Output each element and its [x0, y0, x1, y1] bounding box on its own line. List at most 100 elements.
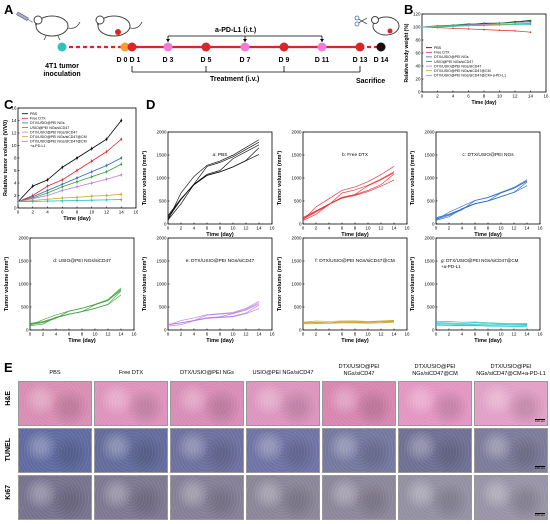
mouse-sacrifice-icon	[371, 16, 400, 36]
plot-frame	[302, 237, 408, 331]
x-axis-label: Time (day)	[341, 232, 369, 238]
data-point	[61, 185, 64, 188]
data-point	[120, 157, 123, 159]
x-tick-label: 8	[219, 226, 222, 231]
apdl1-arrow-head	[166, 39, 170, 42]
timeline-day-label: D 9	[279, 57, 290, 64]
x-tick-label: 8	[81, 332, 84, 337]
x-tick-label: 8	[487, 226, 490, 231]
legend-entry: DTX/USIO@PEI NGs	[434, 55, 469, 59]
x-axis-label: Time (day)	[472, 100, 497, 106]
x-tick-label: 10	[365, 226, 371, 231]
apdl1-arrow-head	[320, 39, 324, 42]
mouse-with-tumor-icon	[95, 15, 143, 37]
x-tick-label: 2	[315, 226, 318, 231]
data-point	[105, 164, 108, 167]
tumor-subplot: 0 2 4 6 8 10 12 14 16 0 500 1000 1500 2000 Time (day) T…	[409, 236, 543, 345]
timeline-day-marker	[127, 42, 137, 52]
histology-image-tile	[322, 475, 396, 520]
individual-mouse-line	[167, 304, 260, 325]
y-axis-label: Tumor volume (mm³)	[141, 257, 148, 311]
sacrifice-label: Sacrifice	[356, 78, 386, 85]
x-tick-label: 2	[315, 332, 318, 337]
x-tick-label: 12	[243, 332, 249, 337]
x-tick-label: 14	[524, 226, 530, 231]
y-tick-label: 16	[11, 106, 17, 111]
data-point	[61, 183, 64, 186]
timeline-day-label: D 5	[201, 57, 212, 64]
data-point	[90, 199, 93, 202]
data-point	[90, 175, 93, 178]
y-tick-label: 1000	[156, 176, 167, 181]
y-tick-label: 0	[26, 328, 29, 333]
x-tick-label: 16	[131, 332, 137, 337]
x-tick-label: 4	[193, 332, 196, 337]
histology-image-tile	[398, 475, 472, 520]
legend-entry: +a-PD-L1	[30, 144, 45, 148]
y-tick-label: 14	[11, 118, 17, 123]
histology-image-tile	[94, 475, 168, 520]
y-tick-label: 0	[14, 206, 17, 211]
mouse-icon	[33, 15, 81, 41]
data-point	[46, 200, 49, 203]
individual-mouse-line	[435, 320, 528, 324]
x-tick-label: 10	[498, 226, 504, 231]
timeline-day-label: D 0	[117, 57, 128, 64]
data-point	[61, 197, 64, 199]
data-point	[76, 199, 78, 202]
data-point	[120, 198, 123, 201]
y-tick-label: 1500	[18, 259, 29, 264]
y-tick-label: 1000	[424, 176, 435, 181]
y-tick-label: 100	[413, 25, 421, 30]
individual-mouse-line	[435, 185, 528, 221]
x-tick-label: 8	[76, 210, 79, 215]
legend-entry: DTX/USIO@PEI NGs/siCD47@CM	[434, 69, 491, 73]
y-tick-label: 2000	[156, 130, 167, 135]
x-tick-label: 16	[404, 226, 410, 231]
y-tick-label: 0	[418, 90, 421, 95]
y-axis-label: Tumor volume (mm³)	[3, 257, 10, 311]
data-point	[529, 31, 532, 33]
x-tick-label: 2	[448, 332, 451, 337]
plot-frame	[167, 237, 273, 331]
x-tick-label: 6	[474, 226, 477, 231]
x-tick-label: 8	[487, 332, 490, 337]
individual-mouse-line	[302, 173, 395, 218]
histology-row-label: H&E	[5, 391, 12, 406]
timeline-day-label: D 14	[374, 57, 389, 64]
x-tick-label: 12	[511, 332, 517, 337]
histology-row-label: TUNEL	[5, 438, 12, 462]
legend-entry: DTX/USIO@PEI NGs	[30, 121, 65, 125]
x-axis-label: Time (day)	[68, 338, 96, 344]
y-tick-label: 20	[415, 77, 421, 82]
plot-frame	[435, 131, 541, 225]
individual-mouse-line	[435, 323, 528, 326]
y-tick-label: 2000	[424, 236, 435, 241]
x-tick-label: 4	[452, 94, 455, 99]
x-tick-label: 12	[378, 226, 384, 231]
x-tick-label: 14	[256, 332, 262, 337]
y-tick-label: 0	[432, 222, 435, 227]
data-point	[514, 30, 516, 32]
x-tick-label: 10	[92, 332, 98, 337]
panel-label-e: E	[4, 360, 13, 375]
tumor-subplot: 0 2 4 6 8 10 12 14 16 0 500 1000 1500 2000 Time (day) T…	[141, 236, 275, 345]
legend-entry: DTX/USIO@PEI NGs/siCD47@CM	[30, 135, 87, 139]
tumor-subplot: 0 2 4 6 8 10 12 14 16 0 500 1000 1500 2000 Time (day) T…	[3, 236, 137, 345]
individual-mouse-line	[29, 287, 122, 326]
x-tick-label: 2	[448, 226, 451, 231]
panel-label-a: A	[4, 2, 14, 17]
data-point	[105, 194, 108, 197]
data-point	[46, 189, 49, 192]
y-tick-label: 1000	[291, 282, 302, 287]
panel-label-c: C	[4, 97, 14, 112]
y-tick-label: 500	[21, 305, 29, 310]
plot-frame	[29, 237, 135, 331]
x-tick-label: 0	[29, 332, 32, 337]
x-tick-label: 2	[436, 94, 439, 99]
tumor-volume-series-line	[17, 199, 122, 203]
y-axis-label: Tumor volume (mm³)	[141, 151, 148, 205]
y-tick-label: 2	[14, 193, 17, 198]
histology-image-tile	[398, 428, 472, 473]
x-tick-label: 0	[435, 226, 438, 231]
